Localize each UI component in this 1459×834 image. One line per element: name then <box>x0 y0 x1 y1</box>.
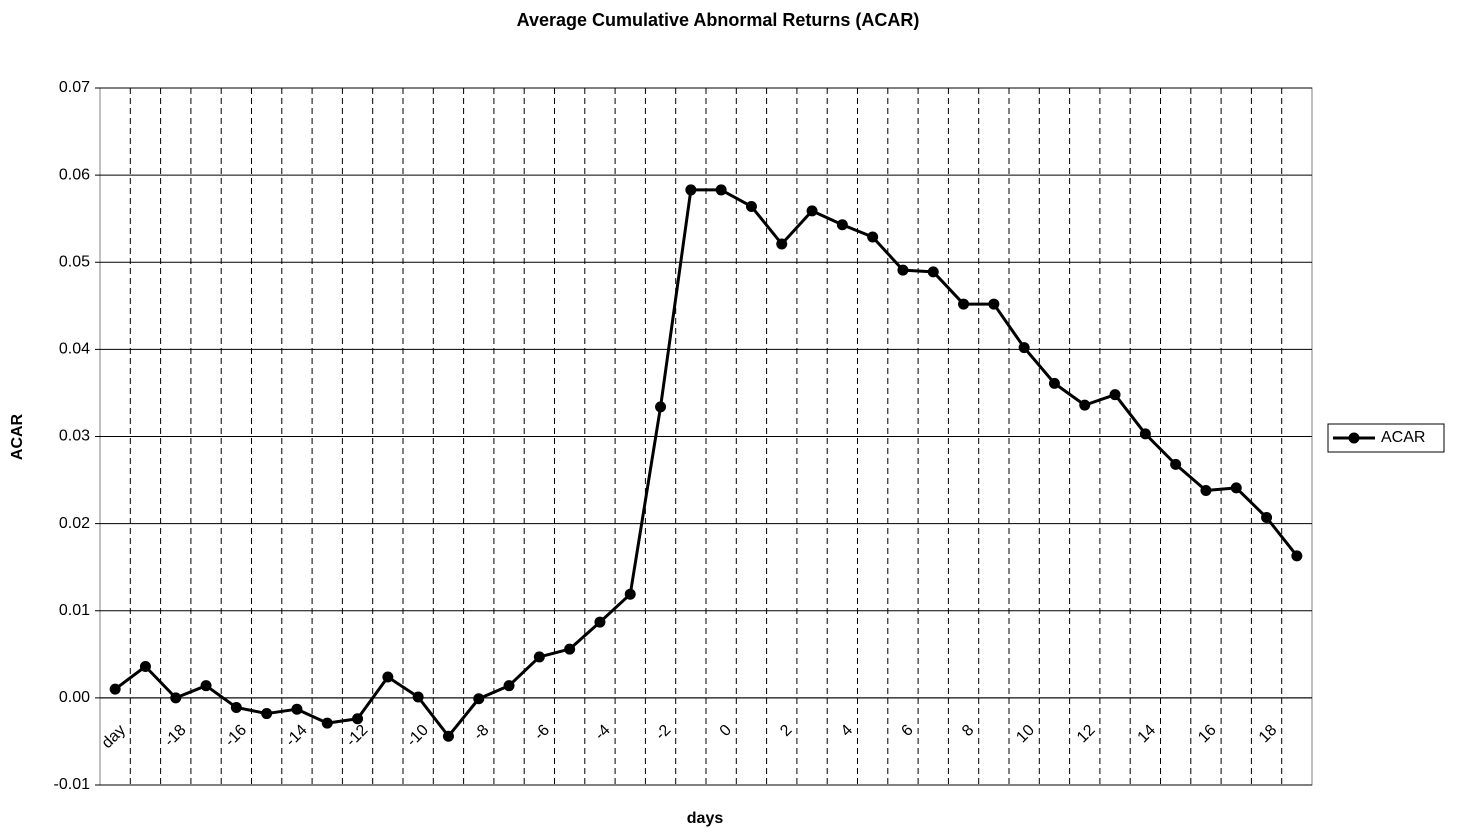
data-point <box>261 708 273 720</box>
legend-label: ACAR <box>1381 429 1425 446</box>
data-point <box>897 264 909 276</box>
data-point <box>867 231 879 243</box>
series-line <box>114 188 1299 738</box>
data-point <box>806 205 818 217</box>
data-point <box>230 701 242 713</box>
data-point <box>685 184 697 196</box>
data-point <box>1200 485 1212 497</box>
chart-title: Average Cumulative Abnormal Returns (ACA… <box>517 10 920 30</box>
data-point <box>473 693 485 705</box>
data-point <box>1291 550 1303 562</box>
data-point <box>1261 512 1273 524</box>
data-point <box>442 730 454 742</box>
data-point <box>1109 389 1121 401</box>
y-tick-label: 0.03 <box>59 428 90 445</box>
data-point <box>836 219 848 231</box>
data-point <box>1170 458 1182 470</box>
y-tick-label: 0.06 <box>59 166 90 183</box>
data-point <box>776 238 788 250</box>
data-point <box>109 683 121 695</box>
data-point <box>139 661 151 673</box>
data-point <box>1018 342 1030 354</box>
data-point <box>412 691 424 703</box>
y-tick-label: 0.07 <box>59 79 90 96</box>
data-point <box>715 184 727 196</box>
y-tick-label: -0.01 <box>54 776 91 793</box>
data-point <box>1048 377 1060 389</box>
data-point <box>958 298 970 310</box>
y-tick-label: 0.02 <box>59 515 90 532</box>
y-tick-label: 0.05 <box>59 253 90 270</box>
data-point <box>594 616 606 628</box>
data-point <box>170 692 182 704</box>
data-point <box>624 588 636 600</box>
data-point <box>321 717 333 729</box>
y-tick-label: 0.01 <box>59 602 90 619</box>
y-tick-label: 0.00 <box>59 689 90 706</box>
data-point <box>382 671 394 683</box>
data-point <box>655 401 667 413</box>
data-point <box>352 713 364 725</box>
data-point <box>1139 428 1151 440</box>
data-point <box>200 680 212 692</box>
data-point <box>745 200 757 212</box>
y-tick-label: 0.04 <box>59 341 90 358</box>
data-point <box>564 643 576 655</box>
legend-marker <box>1348 432 1360 444</box>
data-point <box>988 298 1000 310</box>
data-point <box>1230 482 1242 494</box>
data-point <box>533 651 545 663</box>
data-point <box>503 680 515 692</box>
data-point <box>291 703 303 715</box>
data-point <box>927 266 939 278</box>
data-point <box>1079 399 1091 411</box>
x-axis-label: days <box>687 810 724 827</box>
y-axis-label: ACAR <box>9 413 26 460</box>
